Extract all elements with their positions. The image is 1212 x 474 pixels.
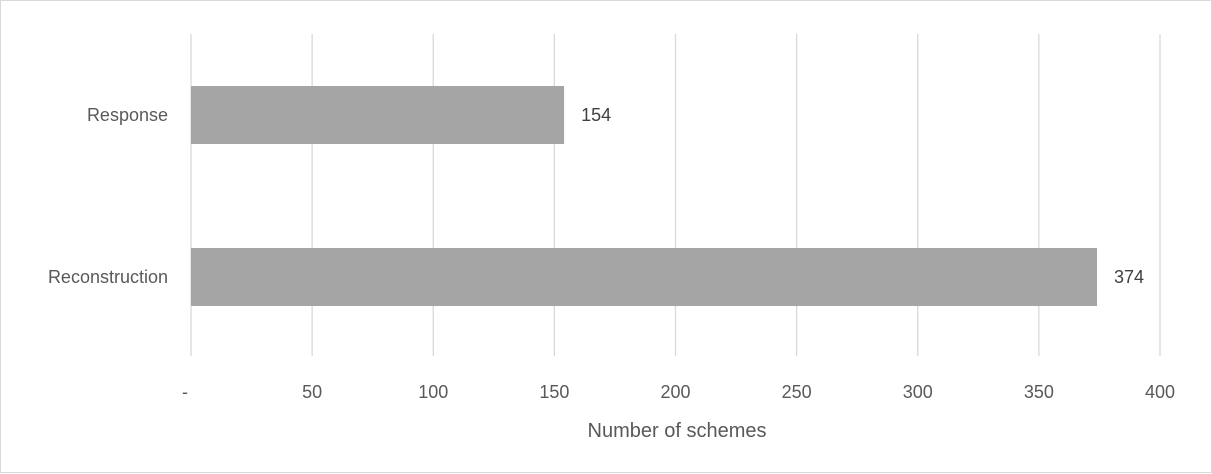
bars: [191, 86, 1098, 306]
x-tick-label: 350: [1024, 382, 1054, 402]
labels: - 50 100 150 200 250 300 350 400 Response 154 Recon…: [48, 105, 1175, 402]
x-tick-label: 200: [660, 382, 690, 402]
category-label: Response: [87, 105, 168, 125]
x-tick-label: 400: [1145, 382, 1175, 402]
x-tick-label: -: [182, 382, 188, 402]
x-tick-label: 50: [302, 382, 322, 402]
x-tick-label: 250: [782, 382, 812, 402]
bar: [191, 86, 565, 144]
data-label: 154: [581, 105, 611, 125]
x-tick-label: 300: [903, 382, 933, 402]
x-tick-label: 100: [418, 382, 448, 402]
x-tick-label: 150: [539, 382, 569, 402]
bar: [191, 248, 1098, 306]
data-label: 374: [1114, 267, 1144, 287]
gridlines: [190, 34, 1161, 356]
x-axis-title: Number of schemes: [588, 420, 767, 442]
category-label: Reconstruction: [48, 267, 168, 287]
